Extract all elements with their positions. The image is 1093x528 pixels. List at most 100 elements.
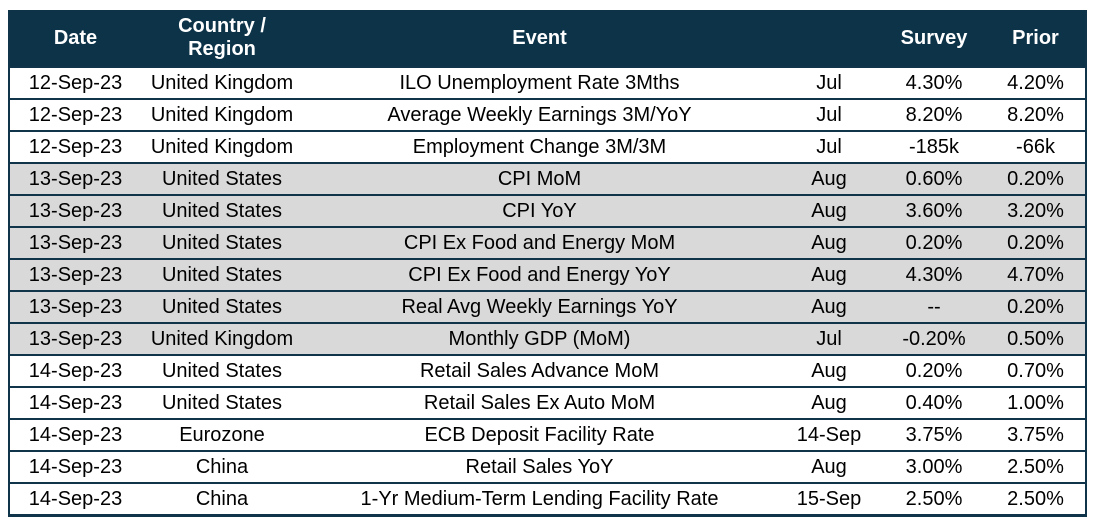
cell-prior: 3.75%: [986, 418, 1086, 451]
cell-survey: 4.30%: [882, 66, 986, 99]
cell-survey: 0.20%: [882, 226, 986, 259]
cell-region: United States: [141, 386, 303, 419]
column-header-event: Event: [303, 10, 776, 67]
cell-region: China: [141, 482, 303, 516]
cell-region: United Kingdom: [141, 322, 303, 355]
cell-date: 12-Sep-23: [9, 130, 141, 163]
cell-period: Aug: [776, 194, 882, 227]
cell-prior: 3.20%: [986, 194, 1086, 227]
table-row: 14-Sep-23 United States Retail Sales Ex Au…: [9, 386, 1086, 419]
cell-prior: 0.20%: [986, 290, 1086, 323]
column-header-period: [776, 10, 882, 67]
cell-date: 14-Sep-23: [9, 354, 141, 387]
table-row: 14-Sep-23 Eurozone ECB Deposit Facility Ra…: [9, 418, 1086, 451]
cell-region: United States: [141, 354, 303, 387]
cell-date: 14-Sep-23: [9, 482, 141, 516]
table-row: 13-Sep-23 United States Real Avg Weekly Ea…: [9, 290, 1086, 323]
header-row: Date Country / Region Event Survey Prior: [9, 10, 1086, 67]
cell-survey: 0.40%: [882, 386, 986, 419]
cell-period: Aug: [776, 386, 882, 419]
table-row: 14-Sep-23 United States Retail Sales Advan…: [9, 354, 1086, 387]
cell-period: Aug: [776, 354, 882, 387]
cell-survey: 0.20%: [882, 354, 986, 387]
cell-event: Retail Sales Advance MoM: [303, 354, 776, 387]
table-row: 12-Sep-23 United Kingdom Employment Change…: [9, 130, 1086, 163]
cell-period: 14-Sep: [776, 418, 882, 451]
column-header-region: Country / Region: [141, 10, 303, 67]
cell-date: 13-Sep-23: [9, 194, 141, 227]
cell-event: CPI Ex Food and Energy MoM: [303, 226, 776, 259]
cell-survey: 8.20%: [882, 98, 986, 131]
cell-region: United States: [141, 290, 303, 323]
cell-prior: 0.20%: [986, 162, 1086, 195]
cell-period: Aug: [776, 226, 882, 259]
cell-prior: -66k: [986, 130, 1086, 163]
cell-period: Jul: [776, 322, 882, 355]
cell-event: Retail Sales Ex Auto MoM: [303, 386, 776, 419]
column-header-survey: Survey: [882, 10, 986, 67]
cell-event: Real Avg Weekly Earnings YoY: [303, 290, 776, 323]
cell-event: ECB Deposit Facility Rate: [303, 418, 776, 451]
cell-event: CPI YoY: [303, 194, 776, 227]
cell-region: United States: [141, 194, 303, 227]
cell-date: 14-Sep-23: [9, 450, 141, 483]
cell-prior: 1.00%: [986, 386, 1086, 419]
cell-period: Aug: [776, 258, 882, 291]
cell-date: 12-Sep-23: [9, 98, 141, 131]
table-row: 14-Sep-23 China 1-Yr Medium-Term Lending F…: [9, 482, 1086, 516]
cell-prior: 4.70%: [986, 258, 1086, 291]
cell-prior: 0.70%: [986, 354, 1086, 387]
cell-period: Aug: [776, 162, 882, 195]
column-header-date: Date: [9, 10, 141, 67]
cell-event: Average Weekly Earnings 3M/YoY: [303, 98, 776, 131]
cell-date: 13-Sep-23: [9, 258, 141, 291]
table-row: 13-Sep-23 United States CPI YoY Aug 3.60% 3.2…: [9, 194, 1086, 227]
cell-prior: 0.20%: [986, 226, 1086, 259]
table-row: 12-Sep-23 United Kingdom ILO Unemployment …: [9, 66, 1086, 99]
cell-region: United Kingdom: [141, 98, 303, 131]
cell-prior: 2.50%: [986, 482, 1086, 516]
cell-event: Monthly GDP (MoM): [303, 322, 776, 355]
column-header-prior: Prior: [986, 10, 1086, 67]
cell-event: CPI MoM: [303, 162, 776, 195]
cell-region: United States: [141, 258, 303, 291]
cell-region: China: [141, 450, 303, 483]
cell-date: 13-Sep-23: [9, 290, 141, 323]
cell-survey: -0.20%: [882, 322, 986, 355]
table-row: 13-Sep-23 United States CPI Ex Food and En…: [9, 258, 1086, 291]
cell-region: United States: [141, 226, 303, 259]
cell-survey: 3.00%: [882, 450, 986, 483]
cell-survey: -185k: [882, 130, 986, 163]
cell-region: Eurozone: [141, 418, 303, 451]
cell-date: 12-Sep-23: [9, 66, 141, 99]
cell-event: Retail Sales YoY: [303, 450, 776, 483]
cell-date: 13-Sep-23: [9, 226, 141, 259]
cell-survey: 3.75%: [882, 418, 986, 451]
cell-period: Jul: [776, 130, 882, 163]
table-body: 12-Sep-23 United Kingdom ILO Unemployment …: [9, 66, 1086, 516]
cell-survey: 3.60%: [882, 194, 986, 227]
table-row: 13-Sep-23 United States CPI MoM Aug 0.60% 0.2…: [9, 162, 1086, 195]
cell-date: 14-Sep-23: [9, 386, 141, 419]
table-header: Date Country / Region Event Survey Prior: [9, 10, 1086, 67]
cell-prior: 2.50%: [986, 450, 1086, 483]
cell-period: Aug: [776, 450, 882, 483]
cell-period: 15-Sep: [776, 482, 882, 516]
cell-period: Aug: [776, 290, 882, 323]
cell-date: 14-Sep-23: [9, 418, 141, 451]
cell-survey: 0.60%: [882, 162, 986, 195]
cell-prior: 0.50%: [986, 322, 1086, 355]
cell-region: United Kingdom: [141, 66, 303, 99]
cell-prior: 8.20%: [986, 98, 1086, 131]
cell-date: 13-Sep-23: [9, 322, 141, 355]
cell-period: Jul: [776, 98, 882, 131]
table-row: 13-Sep-23 United States CPI Ex Food and En…: [9, 226, 1086, 259]
cell-region: United Kingdom: [141, 130, 303, 163]
table-row: 14-Sep-23 China Retail Sales YoY Aug 3.00% 2.…: [9, 450, 1086, 483]
cell-prior: 4.20%: [986, 66, 1086, 99]
cell-period: Jul: [776, 66, 882, 99]
cell-event: Employment Change 3M/3M: [303, 130, 776, 163]
cell-region: United States: [141, 162, 303, 195]
cell-survey: --: [882, 290, 986, 323]
